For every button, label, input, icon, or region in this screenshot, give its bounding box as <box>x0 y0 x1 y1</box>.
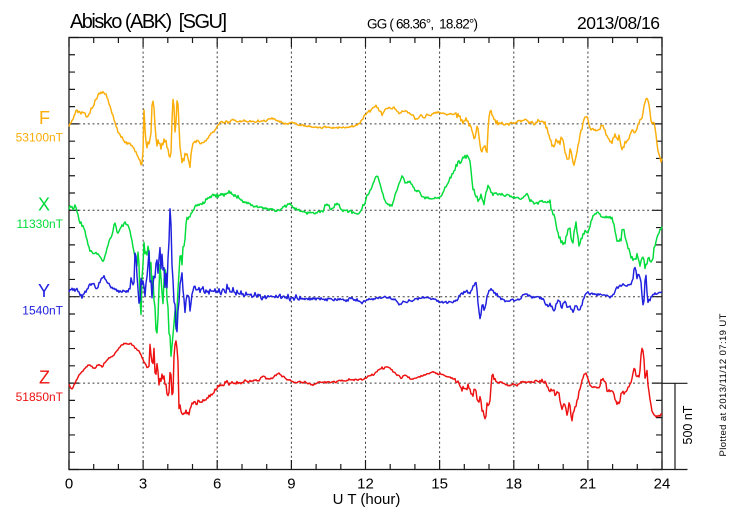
svg-text:500 nT: 500 nT <box>681 405 695 444</box>
svg-text:Abisko (ABK) [SGU]: Abisko (ABK) [SGU] <box>70 11 227 33</box>
svg-text:GG ( 68.36°, 18.82°): GG ( 68.36°, 18.82°) <box>367 17 478 32</box>
svg-text:3: 3 <box>139 476 147 493</box>
svg-text:0: 0 <box>65 476 73 493</box>
svg-text:11330nT: 11330nT <box>17 217 64 231</box>
svg-text:F: F <box>39 108 50 128</box>
svg-text:15: 15 <box>431 476 448 493</box>
svg-text:Plotted at 2013/11/12 07:19 UT: Plotted at 2013/11/12 07:19 UT <box>718 313 729 456</box>
svg-text:X: X <box>38 194 50 214</box>
svg-text:18: 18 <box>505 476 522 493</box>
svg-text:U T (hour): U T (hour) <box>333 491 401 508</box>
svg-text:53100nT: 53100nT <box>16 130 64 144</box>
svg-text:9: 9 <box>287 476 295 493</box>
svg-text:24: 24 <box>654 476 671 493</box>
svg-text:6: 6 <box>213 476 221 493</box>
svg-text:21: 21 <box>580 476 597 493</box>
svg-text:12: 12 <box>357 476 374 493</box>
svg-text:Z: Z <box>39 367 50 387</box>
svg-text:2013/08/16: 2013/08/16 <box>577 13 660 33</box>
svg-text:1540nT: 1540nT <box>22 303 63 317</box>
svg-text:Y: Y <box>38 281 50 301</box>
svg-text:51850nT: 51850nT <box>16 390 64 404</box>
